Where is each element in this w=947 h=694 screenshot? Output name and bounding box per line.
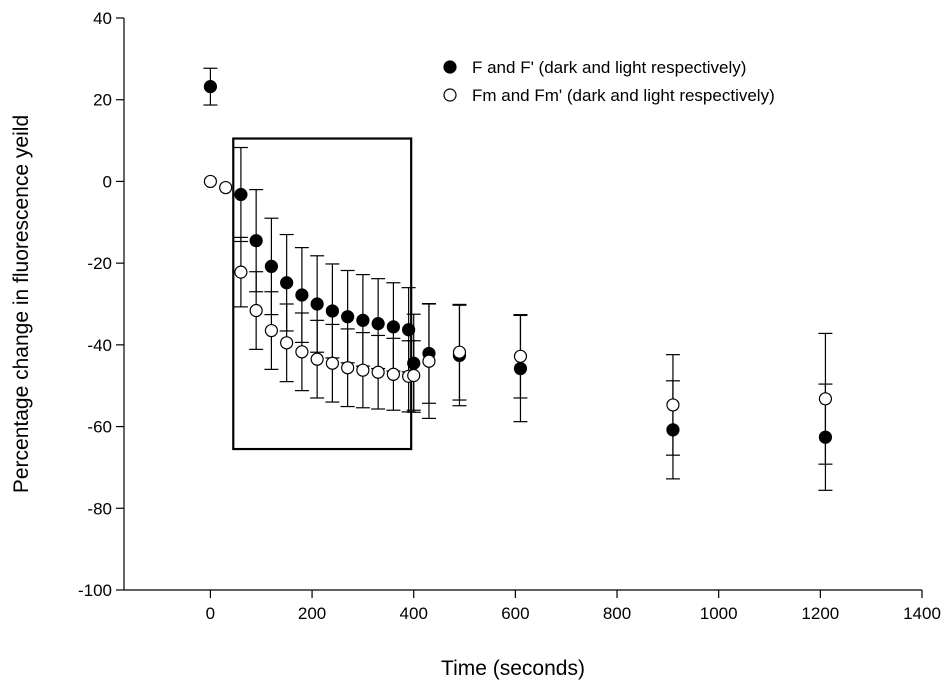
data-point-open (341, 361, 355, 375)
data-point-open (234, 265, 248, 279)
plot-frame (123, 18, 922, 591)
x-tick-label: 0 (206, 604, 215, 623)
data-point-open (280, 336, 294, 350)
data-point-filled (371, 317, 385, 331)
data-point-filled (356, 313, 370, 327)
data-point-open (356, 363, 370, 377)
data-point-open (666, 398, 680, 412)
error-bar-layer (203, 67, 833, 491)
data-point-open (371, 365, 385, 379)
data-point-filled (341, 310, 355, 324)
y-tick-label: -100 (78, 581, 112, 600)
data-point-open (513, 349, 528, 363)
data-point-filled (295, 288, 309, 302)
data-point-open (310, 352, 324, 366)
y-tick-label: -80 (87, 499, 112, 518)
data-point-filled (386, 320, 400, 334)
data-point-filled (513, 361, 528, 376)
data-point-open (818, 392, 833, 406)
highlight-box-layer (232, 137, 413, 451)
y-tick-label: -20 (87, 254, 112, 273)
data-point-open (264, 323, 279, 338)
x-tick-label: 1000 (700, 604, 738, 623)
data-point-filled (325, 304, 339, 318)
x-axis-title: Time (seconds) (441, 657, 585, 680)
y-tick-label: 20 (93, 91, 112, 110)
y-tick-label: 40 (93, 9, 112, 28)
legend-marker-open-circle (443, 88, 457, 102)
x-tick-label: 200 (298, 604, 326, 623)
x-tick-label: 1400 (903, 604, 941, 623)
x-tick-label: 800 (603, 604, 631, 623)
data-point-filled (264, 259, 279, 274)
data-point-open (325, 356, 339, 370)
highlight-box (232, 137, 413, 451)
data-point-open (219, 180, 233, 195)
y-axis-title: Percentage change in fluorescence yeild (10, 115, 33, 493)
y-axis-ticks: -100 -80 -60 -40 -20 0 20 40 (78, 9, 124, 600)
legend-label-series-2: Fm and Fm' (dark and light respectively) (472, 86, 775, 105)
data-point-filled (402, 323, 416, 337)
data-point-filled (818, 430, 833, 444)
data-point-open (386, 367, 400, 381)
data-point-filled (407, 356, 421, 370)
data-point-open (422, 354, 436, 368)
data-point-filled (310, 297, 324, 311)
marker-layer (203, 80, 833, 444)
x-axis-ticks: 0 200 400 600 800 1000 1200 1400 (206, 590, 941, 623)
data-point-filled (280, 276, 294, 290)
legend-marker-filled-circle (443, 60, 457, 74)
legend-label-series-1: F and F' (dark and light respectively) (472, 58, 746, 77)
data-point-open (295, 345, 309, 359)
data-point-filled (234, 187, 248, 202)
y-tick-label: 0 (103, 172, 112, 191)
data-point-filled (666, 423, 680, 437)
data-point-open (249, 303, 263, 318)
y-tick-label: -40 (87, 336, 112, 355)
x-tick-label: 400 (400, 604, 428, 623)
data-point-open (452, 345, 467, 359)
data-point-filled (249, 234, 263, 248)
data-point-filled (203, 80, 218, 94)
x-tick-label: 1200 (801, 604, 839, 623)
data-point-open (407, 368, 421, 383)
y-tick-label: -60 (87, 418, 112, 437)
data-point-open (203, 174, 218, 189)
legend: F and F' (dark and light respectively) F… (443, 58, 775, 105)
x-tick-label: 600 (501, 604, 529, 623)
